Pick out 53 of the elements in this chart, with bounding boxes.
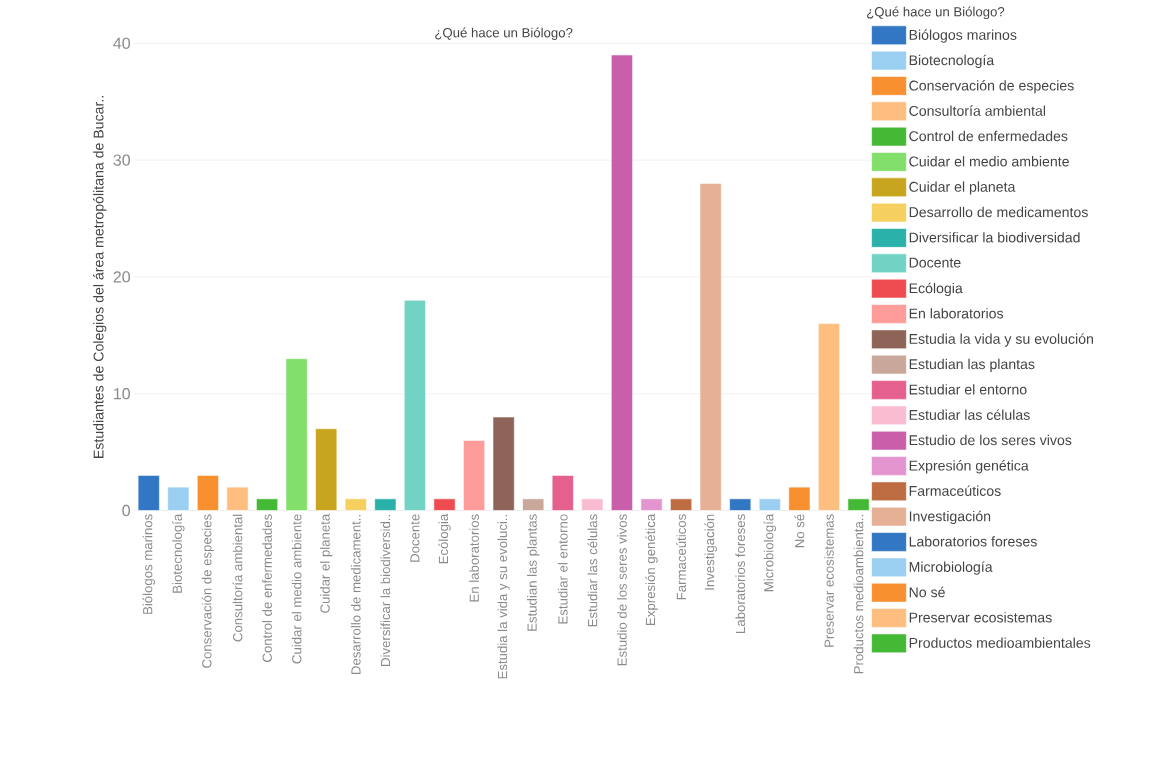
x-tick-label: Productos medioambienta.. xyxy=(853,515,864,674)
y-tick-label: 10 xyxy=(114,388,131,400)
legend-label: En laboratorios xyxy=(909,308,1004,319)
legend-label: Diversificar la biodiversidad xyxy=(909,232,1080,243)
x-tick-label: Biólogos marinos xyxy=(142,514,155,614)
x-tick-label: Laboratorios foreses xyxy=(735,514,746,633)
legend-label: Ecólogia xyxy=(909,282,963,297)
x-tick-label: Control de enfermedades xyxy=(262,514,272,662)
x-tick-label: Conservación de especies xyxy=(201,514,215,668)
x-tick-label: Desarrollo de medicament.. xyxy=(350,515,361,674)
legend-label: Biotecnología xyxy=(909,54,995,69)
legend-label: Estudio de los seres vivos xyxy=(909,434,1072,446)
x-tick-label: Investigación xyxy=(704,514,717,590)
y-tick-label: 20 xyxy=(113,271,131,283)
x-tick-label: Docente xyxy=(410,514,420,562)
y-axis-title: Estudiantes de Colegios del área metropólitana de Bucar.. xyxy=(93,96,107,458)
legend-label: Estudiar el entorno xyxy=(909,384,1027,395)
x-tick-label: En laboratorios xyxy=(469,514,479,602)
x-tick-label: Microbiología xyxy=(763,513,777,592)
x-tick-label: No sé xyxy=(794,514,805,548)
legend-label: Consultoría ambiental xyxy=(909,105,1046,116)
x-tick-label: Consultoría ambiental xyxy=(232,514,243,642)
x-tick-label: Estudio de los seres vivos xyxy=(617,514,627,666)
legend-label: Cuidar el planeta xyxy=(909,181,1016,195)
chart-title: ¿Qué hace un Biólogo? xyxy=(435,27,573,41)
x-tick-label: Expresión genética xyxy=(645,513,658,625)
legend-label: Desarrollo de medicamentos xyxy=(909,206,1088,218)
x-tick-label: Ecólogia xyxy=(438,513,451,564)
legend-label: Docente xyxy=(909,257,961,268)
legend-label: Control de enfermedades xyxy=(909,130,1068,142)
x-tick-label: Diversificar la biodiversid.. xyxy=(380,515,391,666)
x-tick-label: Farmaceúticos xyxy=(676,514,687,600)
legend-label: Estudiar las células xyxy=(909,409,1030,420)
legend-label: Estudian las plantas xyxy=(909,358,1035,373)
legend-label: Expresión genética xyxy=(909,460,1029,474)
legend-title: ¿Qué hace un Biólogo? xyxy=(867,6,1005,20)
x-tick-label: Cuidar el planeta xyxy=(320,513,333,613)
x-tick-label: Estudiar el entorno xyxy=(557,514,568,624)
x-tick-label: Estudia la vida y su evoluci.. xyxy=(497,515,510,679)
x-tick-label: Estudiar las células xyxy=(587,514,598,627)
y-tick-label: 0 xyxy=(122,504,131,517)
x-tick-label: Preservar ecosistemas xyxy=(824,514,834,647)
x-tick-label: Cuidar el medio ambiente xyxy=(291,514,302,664)
legend-label: Conservación de especies xyxy=(909,80,1074,94)
x-tick-label: Biotecnología xyxy=(172,513,185,593)
legend-label: Farmaceúticos xyxy=(909,485,1001,496)
legend-label: Productos medioambientales xyxy=(909,637,1091,648)
legend-label: Biólogos marinos xyxy=(909,29,1017,43)
legend-label: Estudia la vida y su evolución xyxy=(909,333,1093,347)
y-tick-label: 30 xyxy=(113,154,131,166)
y-tick-label: 40 xyxy=(113,37,131,50)
x-tick-label: Estudian las plantas xyxy=(527,514,540,631)
legend-label: Cuidar el medio ambiente xyxy=(909,156,1069,167)
